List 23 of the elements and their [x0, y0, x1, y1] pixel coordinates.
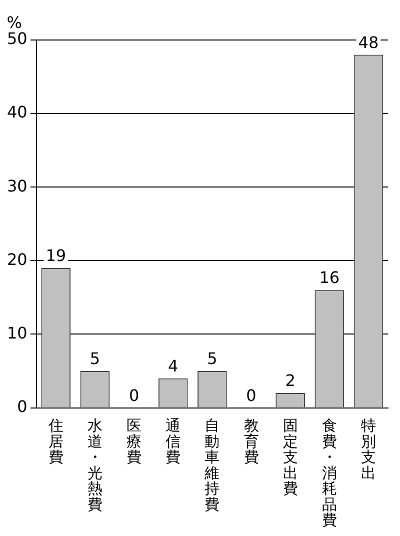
x-tick-label: 住居費 [47, 416, 64, 466]
x-tick-label: 自動車維持費 [204, 416, 220, 514]
y-tick-label: 0 [17, 396, 28, 416]
y-tick-label: 40 [7, 102, 28, 122]
y-tick-label: 10 [7, 323, 28, 342]
x-tick-label: 特別支出 [360, 416, 376, 482]
data-label: 0 [128, 386, 140, 405]
x-tick-label: 食費・消耗品費 [322, 416, 337, 530]
x-tick-label: 通信費 [166, 416, 181, 466]
x-tick-label: 水道・光熱費 [87, 416, 102, 514]
data-label: 5 [90, 349, 100, 368]
data-label: 16 [319, 268, 340, 288]
x-tick-label: 教育費 [244, 416, 259, 466]
data-label: 5 [207, 349, 218, 368]
data-label: 19 [46, 246, 66, 266]
data-label: 0 [246, 386, 256, 405]
x-tick-label: 医療費 [126, 416, 142, 466]
y-tick-label: 20 [7, 250, 28, 269]
y-tick-label: 30 [7, 176, 28, 196]
data-label: 48 [358, 32, 379, 52]
data-label: 2 [285, 371, 296, 390]
x-tick-label: 固定支出費 [282, 416, 298, 498]
data-label: 4 [168, 356, 178, 376]
